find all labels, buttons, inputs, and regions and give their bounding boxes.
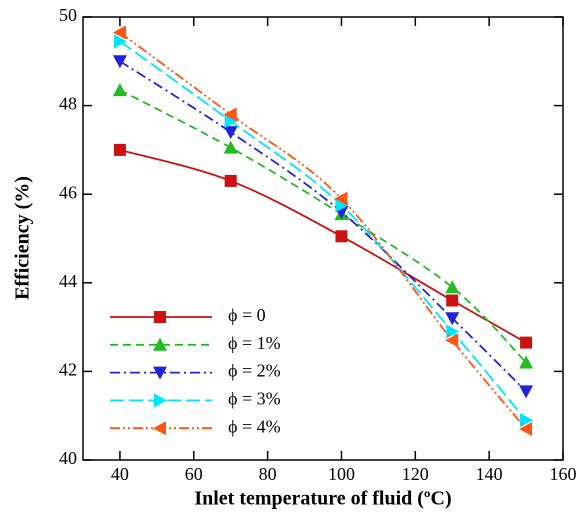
marker xyxy=(112,55,127,69)
marker xyxy=(113,34,127,49)
marker xyxy=(112,83,127,97)
legend-label: ϕ = 0 xyxy=(228,305,266,325)
marker xyxy=(113,143,126,156)
y-tick-label: 48 xyxy=(59,94,77,114)
marker xyxy=(112,25,126,40)
legend-marker xyxy=(154,311,166,323)
marker xyxy=(334,191,348,206)
legend-label: ϕ = 1% xyxy=(228,333,281,353)
marker xyxy=(519,421,533,436)
x-tick-label: 40 xyxy=(111,464,129,484)
y-tick-label: 50 xyxy=(59,5,77,25)
x-tick-label: 120 xyxy=(402,464,429,484)
marker xyxy=(335,230,348,243)
series-line xyxy=(119,31,527,430)
y-tick-label: 40 xyxy=(59,448,77,468)
marker xyxy=(519,385,534,399)
y-tick-label: 44 xyxy=(59,271,77,291)
marker xyxy=(223,107,237,122)
x-tick-label: 160 xyxy=(550,464,577,484)
x-axis-label: Inlet temperature of fluid (ºC) xyxy=(194,488,451,510)
x-tick-label: 140 xyxy=(476,464,503,484)
legend-label: ϕ = 3% xyxy=(228,389,281,409)
marker xyxy=(223,126,238,140)
marker xyxy=(445,280,460,294)
legend-marker xyxy=(153,337,167,351)
marker xyxy=(520,413,534,428)
marker xyxy=(335,198,349,213)
marker xyxy=(445,333,459,348)
legend-marker xyxy=(153,366,167,380)
marker xyxy=(445,312,460,326)
marker xyxy=(446,324,460,339)
plot-frame xyxy=(82,16,564,461)
x-tick-label: 80 xyxy=(259,464,277,484)
marker xyxy=(520,336,533,349)
y-tick-label: 46 xyxy=(59,182,77,202)
y-tick-label: 42 xyxy=(59,360,77,380)
marker xyxy=(224,174,237,187)
series-line xyxy=(119,149,527,344)
marker xyxy=(519,355,534,369)
series-line xyxy=(119,40,527,421)
y-axis-label: Efficiency (%) xyxy=(12,176,34,300)
legend-label: ϕ = 4% xyxy=(228,416,281,436)
x-tick-label: 100 xyxy=(328,464,355,484)
legend-label: ϕ = 2% xyxy=(228,361,281,381)
legend-marker xyxy=(153,421,166,436)
legend-marker xyxy=(154,393,167,408)
marker xyxy=(446,294,459,307)
marker xyxy=(224,114,238,129)
x-tick-label: 60 xyxy=(185,464,203,484)
marker xyxy=(223,140,238,154)
